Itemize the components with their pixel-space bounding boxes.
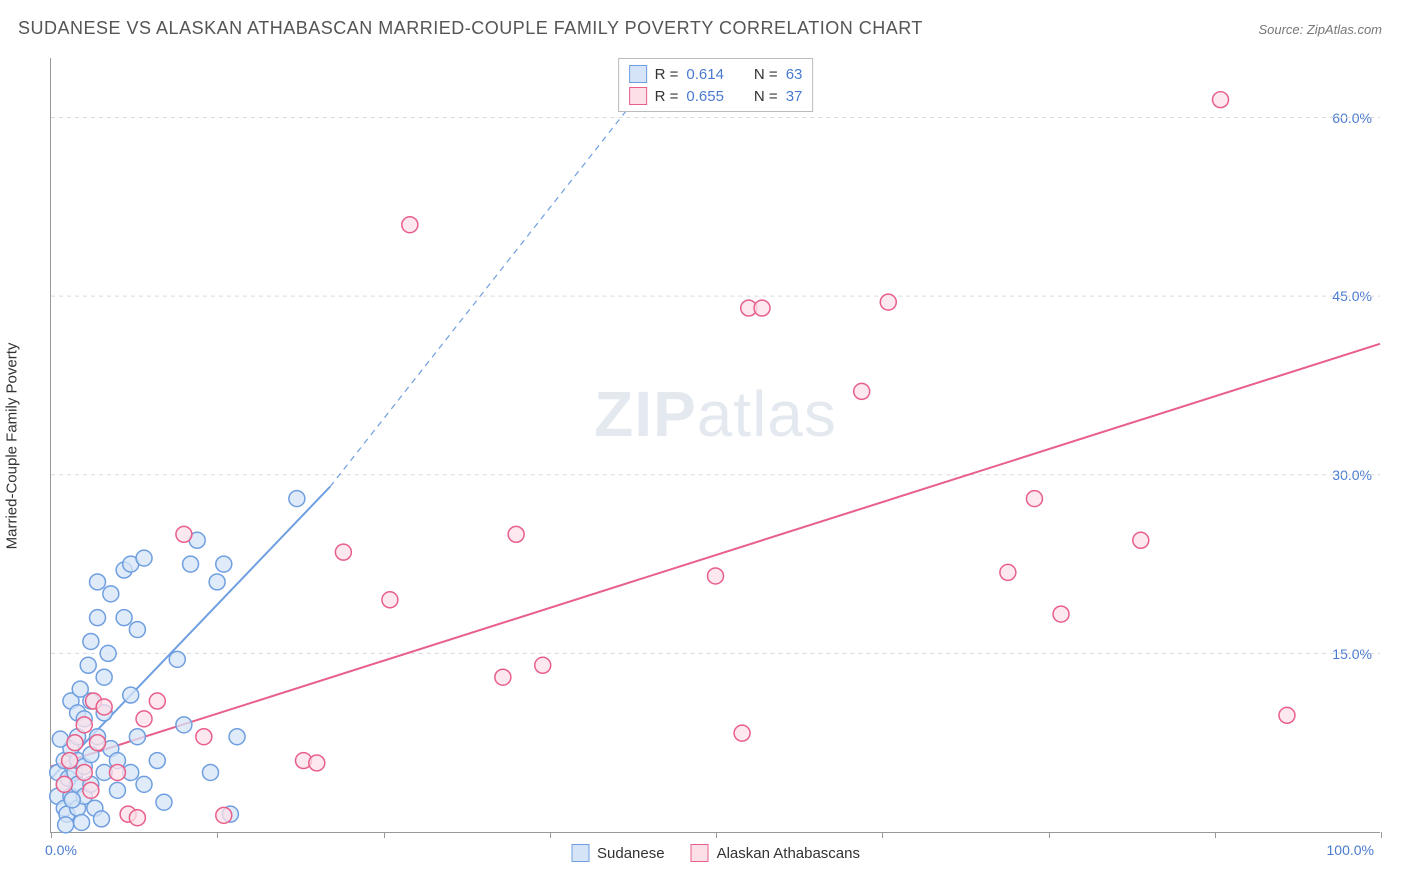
- series-legend: Sudanese Alaskan Athabascans: [571, 844, 860, 862]
- legend-N-label: N =: [754, 88, 778, 105]
- legend-R-label: R =: [655, 66, 679, 83]
- swatch-sudanese: [571, 844, 589, 862]
- legend-row-sudanese: R = 0.614 N = 63: [629, 63, 803, 85]
- legend-row-athabascan: R = 0.655 N = 37: [629, 85, 803, 107]
- legend-label-sudanese: Sudanese: [597, 845, 665, 862]
- x-tick-mark: [716, 832, 717, 838]
- legend-N-value-1: 37: [786, 88, 803, 105]
- scatter-svg: [51, 58, 1380, 832]
- swatch-sudanese: [629, 65, 647, 83]
- source-label: Source: ZipAtlas.com: [1258, 22, 1382, 37]
- legend-label-athabascan: Alaskan Athabascans: [717, 845, 860, 862]
- x-tick-mark: [51, 832, 52, 838]
- x-axis-min-label: 0.0%: [45, 842, 77, 858]
- x-axis-max-label: 100.0%: [1327, 842, 1374, 858]
- swatch-athabascan: [691, 844, 709, 862]
- x-tick-mark: [1381, 832, 1382, 838]
- legend-R-value-0: 0.614: [686, 66, 724, 83]
- legend-N-value-0: 63: [786, 66, 803, 83]
- legend-item-athabascan: Alaskan Athabascans: [691, 844, 860, 862]
- plot-area: ZIPatlas R = 0.614 N = 63 R = 0.655 N = …: [50, 58, 1380, 833]
- legend-item-sudanese: Sudanese: [571, 844, 665, 862]
- x-tick-mark: [1049, 832, 1050, 838]
- chart-title: SUDANESE VS ALASKAN ATHABASCAN MARRIED-C…: [18, 18, 923, 39]
- legend-R-label: R =: [655, 88, 679, 105]
- x-tick-mark: [384, 832, 385, 838]
- legend-R-value-1: 0.655: [686, 88, 724, 105]
- x-tick-mark: [217, 832, 218, 838]
- x-tick-mark: [550, 832, 551, 838]
- correlation-legend: R = 0.614 N = 63 R = 0.655 N = 37: [618, 58, 814, 112]
- legend-N-label: N =: [754, 66, 778, 83]
- x-tick-mark: [1215, 832, 1216, 838]
- x-tick-mark: [882, 832, 883, 838]
- y-axis-label: Married-Couple Family Poverty: [4, 343, 21, 550]
- swatch-athabascan: [629, 87, 647, 105]
